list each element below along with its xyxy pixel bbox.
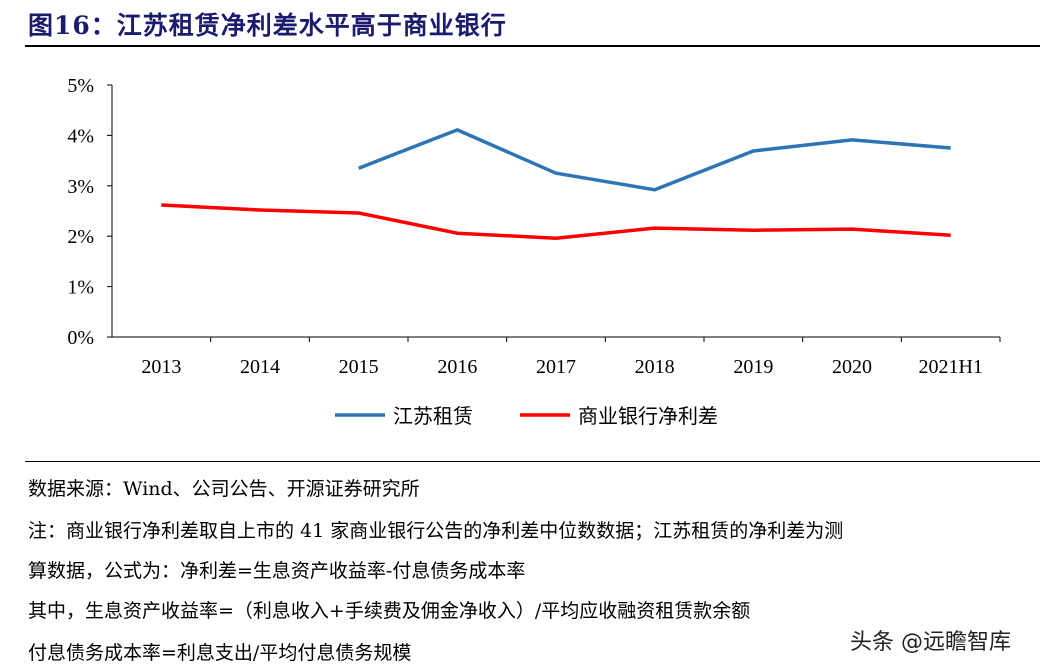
watermark: 头条 @远瞻智库	[850, 630, 1011, 655]
y-tick-label: 3%	[67, 176, 94, 198]
y-tick-label: 5%	[67, 75, 94, 97]
x-tick-label: 2021H1	[918, 356, 982, 378]
footnote-3: 其中，生息资产收益率=（利息收入+手续费及佣金净收入）/平均应收融资租赁款余额	[28, 600, 751, 622]
x-tick-label: 2019	[733, 356, 773, 378]
y-tick-label: 2%	[67, 226, 94, 248]
legend-label: 商业银行净利差	[578, 404, 718, 428]
legend-label: 江苏租赁	[393, 404, 473, 428]
footnote-2: 算数据，公式为：净利差=生息资产收益率-付息债务成本率	[28, 560, 526, 582]
x-tick-label: 2016	[437, 356, 477, 378]
y-tick-label: 4%	[67, 125, 94, 147]
y-tick-label: 1%	[67, 277, 94, 299]
source-note: 数据来源：Wind、公司公告、开源证券研究所	[28, 478, 420, 500]
y-tick-label: 0%	[67, 327, 94, 349]
series-line-1	[358, 128, 951, 192]
x-tick-label: 2013	[141, 356, 181, 378]
x-tick-label: 2014	[240, 356, 280, 378]
title-rule	[25, 45, 1040, 47]
line-chart: 0% 1% 2% 3% 4% 5% 2013 2014 2015 2016 2017 2018 2019…	[67, 75, 1001, 428]
footnote-4: 付息债务成本率=利息支出/平均付息债务规模	[28, 642, 412, 664]
x-tick-label: 2015	[339, 356, 379, 378]
x-tick-label: 2020	[832, 356, 872, 378]
x-tick-label: 2018	[635, 356, 675, 378]
figure-title: 图16：江苏租赁净利差水平高于商业银行	[28, 11, 507, 40]
source-rule	[25, 461, 1040, 462]
series-line-2	[161, 203, 951, 240]
footnote-1: 注：商业银行净利差取自上市的 41 家商业银行公告的净利差中位数数据；江苏租赁的…	[28, 520, 844, 542]
x-tick-label: 2017	[536, 356, 576, 378]
